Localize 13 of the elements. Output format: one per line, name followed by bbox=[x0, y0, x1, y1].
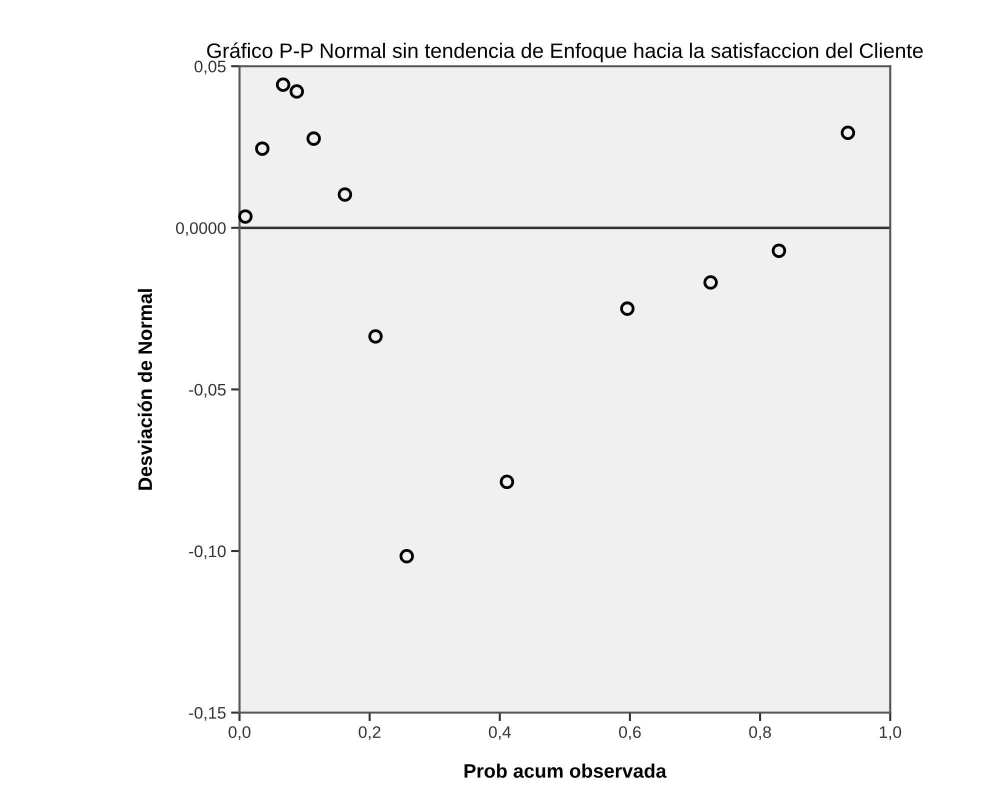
x-axis-title: Prob acum observada bbox=[464, 764, 667, 778]
x-tick-label: 0,6 bbox=[619, 726, 641, 740]
x-tick-label: 0,8 bbox=[749, 726, 771, 740]
y-axis-title: Desviación de Normal bbox=[138, 289, 152, 490]
y-tick-label: 0,05 bbox=[194, 60, 226, 74]
y-tick-label: -0,05 bbox=[189, 384, 226, 398]
y-tick-label: -0,10 bbox=[189, 545, 226, 560]
x-tick-label: 0,0 bbox=[228, 726, 250, 740]
x-tick-label: 0,4 bbox=[488, 726, 511, 740]
y-tick-label: 0,0000 bbox=[176, 222, 226, 236]
y-tick-label: -0,15 bbox=[189, 707, 226, 721]
x-tick-label: 0,2 bbox=[358, 726, 380, 740]
x-tick-label: 1,0 bbox=[880, 726, 902, 740]
